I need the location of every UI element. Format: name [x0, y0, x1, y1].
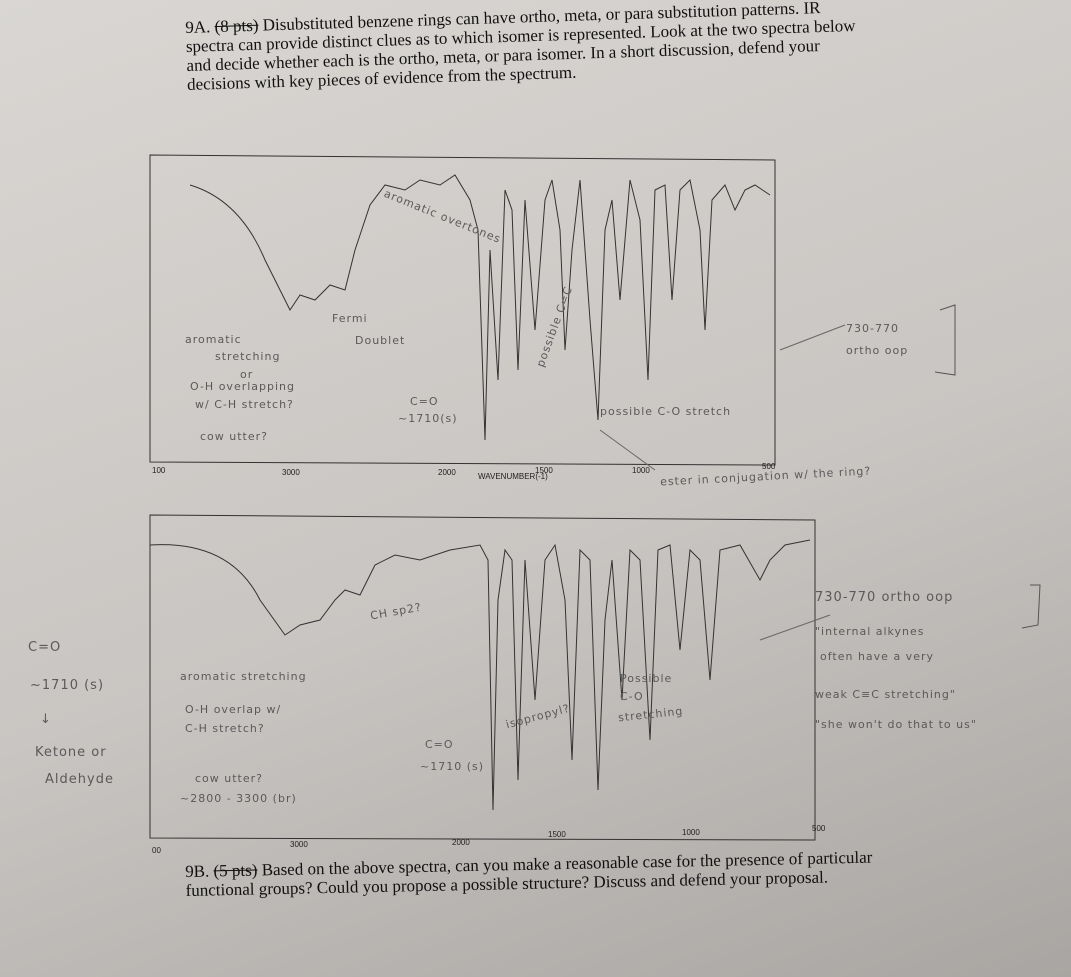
handwritten-note: ~1710(s) [398, 412, 458, 425]
question-points: (8 pts) [214, 15, 259, 37]
handwritten-note: C-O [620, 690, 644, 703]
spectrum-curve [189, 174, 771, 441]
handwritten-note: often have a very [820, 650, 934, 663]
axis-tick-label: 3000 [282, 468, 300, 477]
handwritten-note: Possible [620, 672, 673, 685]
handwritten-note: w/ C-H stretch? [195, 398, 294, 411]
handwritten-note: 730-770 [846, 322, 899, 335]
axis-tick-label: 1000 [632, 466, 650, 475]
handwritten-note: cow utter? [195, 772, 263, 785]
handwritten-note: O-H overlapping [190, 380, 296, 393]
handwritten-note: stretching [215, 350, 281, 363]
handwritten-note: ~2800 - 3300 (br) [180, 792, 297, 805]
spectrum-curve [149, 539, 811, 811]
question-points: (5 pts) [213, 860, 258, 881]
handwritten-note: Fermi [332, 312, 368, 325]
handwritten-note: 730-770 ortho oop [815, 590, 954, 605]
question-number: 9B. [185, 861, 210, 881]
handwritten-note: C-H stretch? [185, 722, 265, 735]
axis-tick-label: 00 [152, 846, 161, 855]
handwritten-note: aromatic [185, 333, 242, 346]
handwritten-note: ortho oop [846, 344, 909, 357]
spectrum-frame [149, 154, 776, 466]
axis-tick-label: 1000 [682, 828, 700, 837]
axis-tick-label: 100 [152, 466, 166, 475]
margin-note: Aldehyde [45, 772, 114, 787]
axis-tick-label: 500 [812, 824, 826, 833]
handwritten-note: "she won't do that to us" [815, 718, 977, 731]
handwritten-note: C=O [425, 738, 454, 751]
axis-tick-label: 1500 [548, 830, 566, 839]
bracket [934, 304, 1041, 629]
axis-tick-label: 500 [762, 462, 776, 471]
question-number: 9A. [185, 17, 211, 37]
handwritten-note: O-H overlap w/ [185, 703, 282, 716]
axis-tick-label: 2000 [452, 838, 470, 847]
axis-tick-label: 3000 [290, 840, 308, 849]
axis-tick-label: 2000 [438, 468, 456, 477]
annotation-line [599, 324, 846, 641]
axis-tick-label: WAVENUMBER(-1) [478, 472, 548, 481]
handwritten-note: cow utter? [200, 430, 268, 443]
handwritten-note: ~1710 (s) [420, 760, 485, 773]
margin-note: ↓ [40, 712, 52, 727]
margin-note: C=O [28, 640, 62, 655]
handwritten-note: C=O [410, 395, 439, 408]
margin-note: Ketone or [35, 745, 107, 760]
margin-note: ~1710 (s) [30, 678, 105, 693]
handwritten-note: or [240, 368, 254, 381]
spectrum-frame [149, 514, 816, 841]
axis-tick-label: 1500 [535, 466, 553, 475]
handwritten-note: aromatic stretching [180, 670, 307, 683]
handwritten-note: "internal alkynes [815, 625, 925, 638]
handwritten-note: Doublet [355, 334, 406, 347]
handwritten-note: weak C≡C stretching" [815, 688, 956, 701]
handwritten-note: possible C-O stretch [600, 405, 732, 418]
